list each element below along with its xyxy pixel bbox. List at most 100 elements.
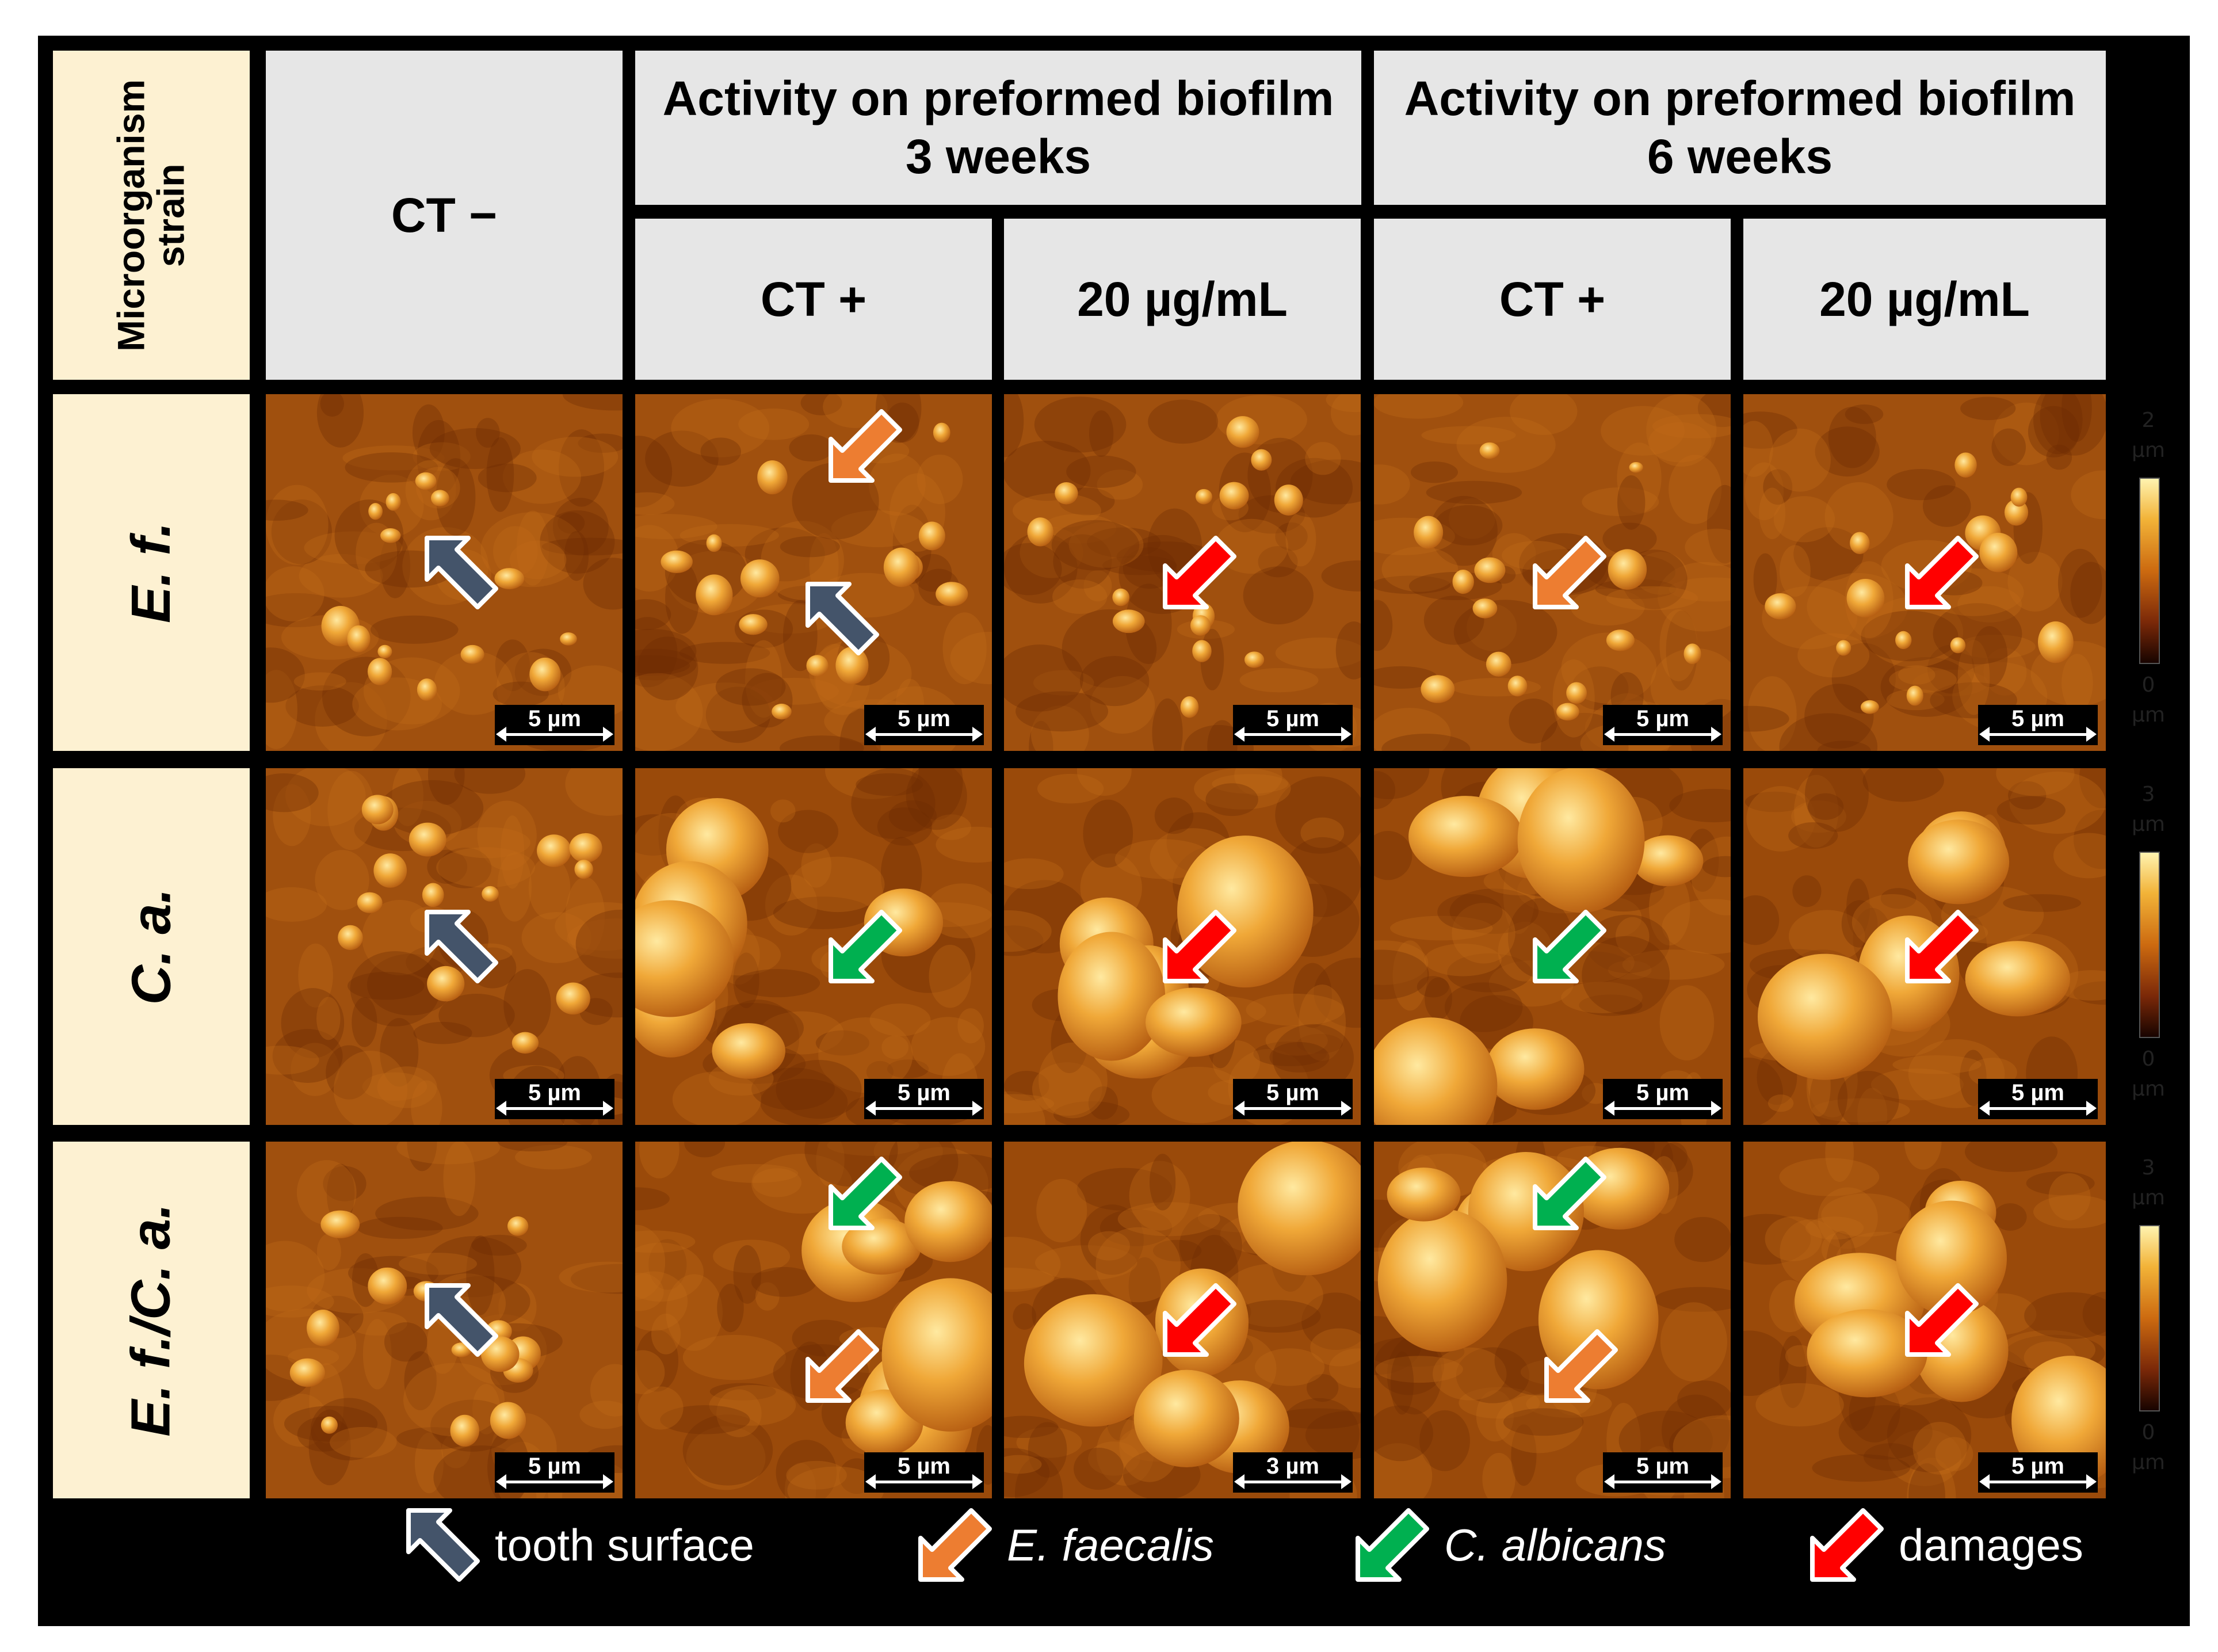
scale-bar-label: 5 µm: [898, 1453, 950, 1479]
legend-label: damages: [1899, 1519, 2083, 1570]
afm-image-canvas: [1374, 394, 1731, 751]
scale-bar-label: 5 µm: [528, 706, 581, 731]
scale-bar-label: 5 µm: [528, 1080, 581, 1105]
height-scale-max-value: 2: [2141, 409, 2155, 432]
afm-image-canvas: [1004, 1142, 1361, 1498]
header-subcolumn: CT +: [1374, 219, 1731, 380]
damages-arrow-icon: [1905, 1283, 1979, 1357]
height-color-scale: 2 µm 0 µm: [2114, 406, 2183, 762]
scale-bar: 5 µm: [1978, 705, 2098, 745]
scale-bar-line: [1234, 1474, 1352, 1489]
height-colorbar: [2139, 478, 2160, 664]
height-scale-unit: µm: [2132, 1451, 2165, 1475]
scale-bar-line: [496, 727, 613, 742]
height-scale-min-value: 0: [2141, 1047, 2155, 1071]
height-scale-min-value: 0: [2141, 673, 2155, 697]
c-albicans-arrow-icon: [829, 910, 902, 983]
scale-bar-label: 3 µm: [1266, 1453, 1319, 1479]
afm-image: 5 µm: [266, 394, 623, 751]
header-subcolumn: CT +: [635, 219, 992, 380]
afm-image: 5 µm: [635, 768, 992, 1125]
header-negative-control: CT −: [266, 51, 623, 380]
header-group-line: Activity on preformed biofilm: [1404, 71, 2076, 126]
tooth-surface-arrow-icon: [805, 582, 879, 655]
scale-bar-label: 5 µm: [1266, 706, 1319, 731]
legend-item: damages: [1807, 1508, 2083, 1582]
header-group-3-weeks: Activity on preformed biofilm 3 weeks: [635, 51, 1361, 205]
scale-bar: 5 µm: [864, 1079, 984, 1119]
header-subcolumn-label: CT +: [1499, 272, 1606, 326]
c-albicans-arrow-icon: [1533, 1157, 1606, 1230]
damages-arrow-icon: [1905, 910, 1979, 983]
legend-item: tooth surface: [403, 1508, 754, 1582]
afm-image: 5 µm: [635, 394, 992, 751]
scale-bar: 5 µm: [495, 1079, 614, 1119]
height-scale-min: 0 µm: [2114, 1044, 2183, 1104]
height-scale-min: 0 µm: [2114, 1418, 2183, 1478]
scale-bar-label: 5 µm: [2011, 706, 2064, 731]
height-scale-unit: µm: [2132, 812, 2165, 837]
height-colorbar: [2139, 852, 2160, 1038]
tooth-surface-arrow-icon: [403, 1505, 483, 1585]
figure-panel: Microorganism strain CT − Activity on prefo…: [38, 36, 2190, 1626]
scale-bar-line: [1234, 727, 1352, 742]
afm-image-canvas: [1743, 394, 2106, 751]
e-faecalis-arrow-icon: [1544, 1329, 1618, 1403]
scale-bar: 3 µm: [1233, 1452, 1353, 1493]
scale-bar: 5 µm: [1603, 705, 1723, 745]
height-scale-min: 0 µm: [2114, 670, 2183, 730]
height-scale-max: 2 µm: [2114, 406, 2183, 466]
scale-bar-line: [496, 1474, 613, 1489]
afm-image-canvas: [635, 1142, 992, 1498]
scale-bar: 5 µm: [864, 705, 984, 745]
header-subcolumn-label: CT +: [760, 272, 867, 326]
corner-label: Microorganism strain: [110, 79, 192, 351]
afm-image: 5 µm: [1374, 1142, 1731, 1498]
height-scale-max-value: 3: [2141, 1156, 2155, 1180]
header-group-line: 6 weeks: [1647, 129, 1833, 184]
scale-bar: 5 µm: [1978, 1452, 2098, 1493]
scale-bar-line: [1604, 727, 1721, 742]
legend-label: tooth surface: [495, 1519, 754, 1570]
legend-item: C. albicans: [1352, 1508, 1666, 1582]
scale-bar: 5 µm: [1603, 1079, 1723, 1119]
scale-bar: 5 µm: [1233, 705, 1353, 745]
damages-arrow-icon: [1163, 910, 1236, 983]
scale-bar-line: [1979, 1101, 2097, 1116]
strain-label-cell: E. f./C. a.: [53, 1142, 250, 1498]
afm-image-canvas: [635, 394, 992, 751]
scale-bar: 5 µm: [1603, 1452, 1723, 1493]
scale-bar-label: 5 µm: [898, 1080, 950, 1105]
height-scale-unit: µm: [2132, 703, 2165, 727]
scale-bar-line: [1234, 1101, 1352, 1116]
scale-bar: 5 µm: [864, 1452, 984, 1493]
tooth-surface-arrow-icon: [425, 536, 498, 609]
afm-image: 5 µm: [1004, 394, 1361, 751]
afm-image-canvas: [266, 1142, 623, 1498]
height-scale-unit: µm: [2132, 438, 2165, 463]
afm-image: 5 µm: [635, 1142, 992, 1498]
scale-bar: 5 µm: [495, 705, 614, 745]
e-faecalis-arrow-icon: [805, 1329, 879, 1403]
tooth-surface-arrow-icon: [425, 1283, 498, 1357]
scale-bar-label: 5 µm: [2011, 1453, 2064, 1479]
scale-bar-label: 5 µm: [898, 706, 950, 731]
strain-label: E. f./C. a.: [120, 1203, 182, 1437]
scale-bar-label: 5 µm: [2011, 1080, 2064, 1105]
header-group-line: Activity on preformed biofilm: [662, 71, 1334, 126]
corner-header: Microorganism strain: [53, 51, 250, 380]
height-colorbar: [2139, 1225, 2160, 1411]
scale-bar: 5 µm: [495, 1452, 614, 1493]
damages-arrow-icon: [1163, 1283, 1236, 1357]
afm-image: 5 µm: [1374, 394, 1731, 751]
afm-image: 3 µm: [1004, 1142, 1361, 1498]
legend-item: E. faecalis: [915, 1508, 1214, 1582]
height-scale-max: 3 µm: [2114, 1153, 2183, 1213]
height-color-scale: 3 µm 0 µm: [2114, 1153, 2183, 1510]
header-group-6-weeks: Activity on preformed biofilm 6 weeks: [1374, 51, 2106, 205]
height-scale-max-value: 3: [2141, 783, 2155, 806]
height-scale-unit: µm: [2132, 1186, 2165, 1210]
strain-label-cell: C. a.: [53, 768, 250, 1125]
header-negative-control-label: CT −: [391, 188, 498, 242]
afm-image: 5 µm: [266, 768, 623, 1125]
